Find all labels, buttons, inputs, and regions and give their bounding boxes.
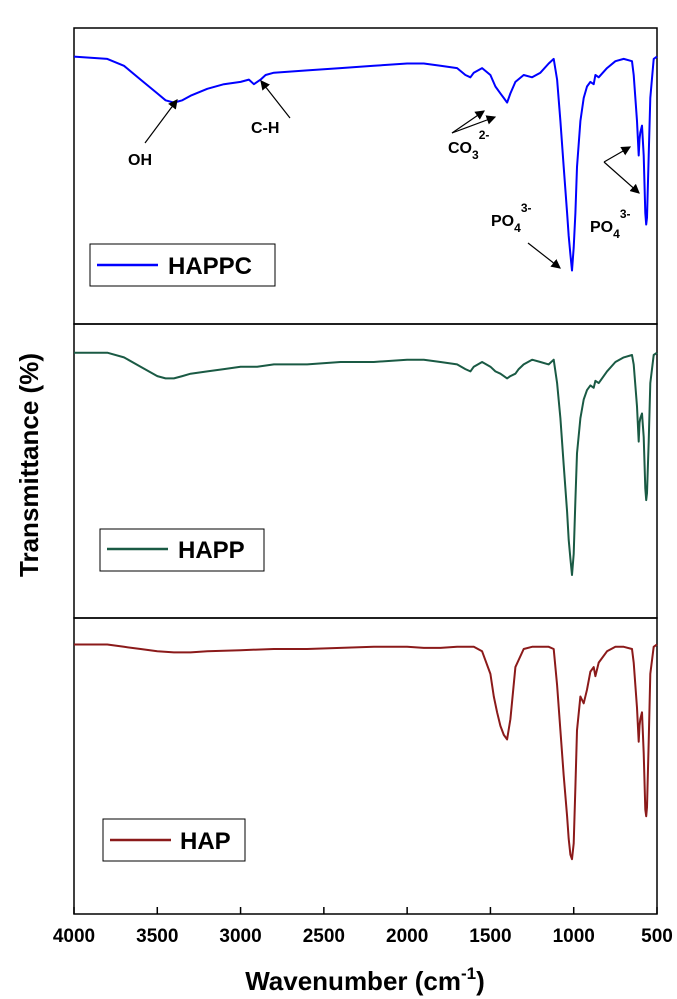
annotation-co3-sub: 3 (472, 148, 479, 162)
annotation-po4-low-base: PO (590, 219, 613, 236)
panel-hap-frame (73, 617, 658, 915)
legend-happc-label: HAPPC (168, 253, 252, 280)
legend-happ-box (99, 528, 265, 572)
y-axis-title: Transmittance (%) (14, 353, 44, 577)
x-tick-label: 4000 (53, 926, 95, 947)
series-line-hap (74, 643, 658, 861)
annotation-co3-base: CO (448, 140, 472, 157)
annotation-po4-low-arrow-1 (603, 146, 632, 163)
annotation-po4-main-sup: 3- (521, 201, 532, 215)
x-axis-title: Wavenumber (cm-1) (245, 964, 485, 996)
annotation-co3-arrow-1 (451, 110, 485, 134)
x-tick-label: 2000 (386, 926, 428, 947)
annotation-po4-low-arrow-2 (603, 161, 640, 194)
x-tick-label: 1000 (553, 926, 595, 947)
annotation-co3-sup: 2- (479, 128, 490, 142)
annotation-oh-arrow (144, 99, 178, 144)
x-axis-title-sup: -1 (461, 964, 476, 983)
annotation-ch-arrow (260, 80, 291, 119)
legend-hap: HAP (102, 818, 246, 862)
annotation-po4-low-label: PO43- (590, 207, 630, 241)
x-tick-label: 500 (641, 926, 673, 947)
x-axis-title-main: Wavenumber (cm (245, 966, 461, 996)
annotation-po4-main-label: PO43- (491, 201, 531, 235)
annotation-po4-main-sub: 4 (514, 221, 521, 235)
annotation-po4-low: PO43- (590, 146, 640, 241)
annotation-co3-label: CO32- (448, 128, 489, 162)
annotation-co3: CO32- (448, 110, 497, 162)
series-line-happ (74, 351, 658, 576)
annotation-ch: C-H (251, 80, 291, 137)
panel-happ-frame (73, 323, 658, 619)
series-layer (73, 55, 658, 861)
legend-happc: HAPPC (89, 243, 276, 287)
annotation-po4-main-base: PO (491, 213, 514, 230)
x-tick-label: 3500 (136, 926, 178, 947)
annotation-co3-arrow-2 (451, 115, 497, 134)
annotation-po4-low-sub: 4 (613, 227, 620, 241)
annotation-oh-label: OH (128, 152, 152, 169)
annotation-po4-main: PO43- (491, 201, 561, 269)
x-tick-label: 2500 (303, 926, 345, 947)
legend-happ: HAPP (99, 528, 265, 572)
series-line-happc (73, 55, 658, 272)
x-tick-label: 1500 (469, 926, 511, 947)
x-axis-ticks: 4000 3500 3000 2500 2000 1500 1000 500 (53, 907, 673, 947)
annotation-po4-low-sup: 3- (620, 207, 631, 221)
x-tick-label: 3000 (219, 926, 261, 947)
x-axis-title-close: ) (476, 966, 485, 996)
annotation-oh: OH (128, 99, 178, 169)
annotation-po4-main-arrow (527, 242, 561, 269)
legend-happ-label: HAPP (178, 537, 245, 564)
legend-hap-label: HAP (180, 828, 231, 855)
annotation-ch-label: C-H (251, 120, 279, 137)
